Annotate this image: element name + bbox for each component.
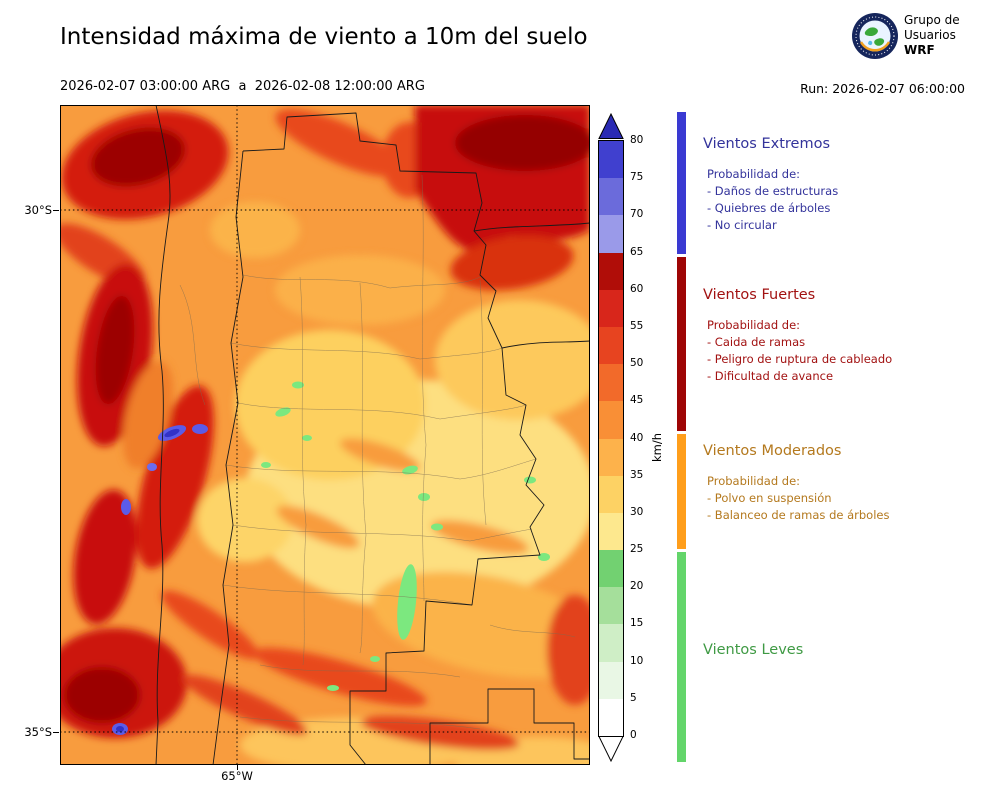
colorbar-tick: 5 [630,691,637,704]
legend-line: - No circular [707,218,777,232]
colorbar-segment [599,475,623,513]
colorbar-tick: 70 [630,208,644,221]
colorbar-tick: 0 [630,729,637,741]
lat-label-30s: 30°S [24,203,52,217]
province-borders [155,105,590,765]
legend-bar-leves [677,552,686,762]
colorbar-segment [599,698,623,736]
map-border [60,105,590,765]
legend-line: Probabilidad de: [707,318,801,332]
legend-title-leves: Vientos Leves [703,642,804,658]
colorbar-under-arrow-shape [598,736,624,762]
lon-tick-65w [237,765,238,770]
legend-line: - Caida de ramas [707,335,806,349]
colorbar-segment [599,587,623,625]
colorbar-under-arrow [598,736,624,762]
colorbar-tick: 65 [630,245,644,258]
colorbar-unit-label: km/h [650,432,664,462]
colorbar-segment [599,252,623,290]
logo-text-line3: WRF [904,43,935,57]
legend-line: Probabilidad de: [707,167,801,181]
department-borders [179,174,576,730]
calm-wind-spots [261,381,550,691]
colorbar-tick: 20 [630,580,644,593]
colorbar-segment [599,438,623,476]
wrf-users-group-logo [851,12,899,60]
legend-line: Probabilidad de: [707,474,801,488]
colorbar-segment [599,178,623,216]
colorbar-tick: 50 [630,357,644,370]
legend-title-extremos: Vientos Extremos [703,136,831,152]
wind-intensity-map [60,105,590,765]
colorbar-tick: 40 [630,431,644,444]
lat-tick-35s [53,732,59,733]
colorbar-segment [599,326,623,365]
lat-label-35s: 35°S [24,725,52,739]
legend-section-fuertes: Vientos Fuertes Probabilidad de: - Caida… [703,287,993,385]
colorbar-segment [599,364,623,402]
legend-section-moderados: Vientos Moderados Probabilidad de: - Pol… [703,443,993,524]
map-frame [60,105,590,765]
colorbar-tick: 35 [630,468,644,481]
colorbar-tick: 30 [630,505,644,518]
legend-section-leves: Vientos Leves [703,642,993,672]
legend-line: - Peligro de ruptura de cableado [707,352,893,366]
colorbar-segment [599,289,623,327]
colorbar-segment [599,215,623,253]
legend-line: - Quiebres de árboles [707,201,831,215]
legend-bar-moderados [677,434,686,549]
legend-line: - Polvo en suspensión [707,491,832,505]
legend-line: - Dificultad de avance [707,369,834,383]
colorbar-tick: 80 [630,134,644,146]
lon-label-65w: 65°W [221,769,253,783]
legend-bar-extremos [677,112,686,254]
colorbar-tick: 55 [630,319,644,332]
legend-line: - Daños de estructuras [707,184,839,198]
colorbar-gradient [598,140,624,737]
colorbar-tick: 15 [630,617,644,630]
legend-title-moderados: Vientos Moderados [703,443,842,459]
colorbar-tick: 45 [630,394,644,407]
lat-tick-30s [53,210,59,211]
logo-text-line1: Grupo de [904,13,960,27]
colorbar-over-arrow [598,113,624,139]
colorbar-tick: 60 [630,282,644,295]
legend-line: - Balanceo de ramas de árboles [707,508,890,522]
legend-bar-fuertes [677,257,686,431]
legend-title-fuertes: Vientos Fuertes [703,287,816,303]
colorbar-tick: 75 [630,171,644,184]
logo-text-line2: Usuarios [904,28,956,42]
colorbar-segment [599,512,623,551]
colorbar-segment [599,661,623,699]
colorbar-segment [599,624,623,662]
globe-logo-icon [852,13,898,59]
page-title: Intensidad máxima de viento a 10m del su… [60,24,588,50]
colorbar-segment [599,141,623,179]
colorbar-tick: 10 [630,654,644,667]
colorbar-ticks: 80 75 70 65 60 55 50 45 40 35 30 25 20 1… [630,134,654,741]
logo-text: Grupo de Usuarios WRF [904,13,960,58]
model-run-label: Run: 2026-02-07 06:00:00 [800,81,965,96]
colorbar-over-arrow-shape [598,113,624,139]
legend-section-extremos: Vientos Extremos Probabilidad de: - Daño… [703,136,993,234]
colorbar-tick: 25 [630,543,644,556]
forecast-period-label: 2026-02-07 03:00:00 ARG a 2026-02-08 12:… [60,79,425,94]
colorbar-segment [599,401,623,439]
colorbar-segment [599,550,623,588]
